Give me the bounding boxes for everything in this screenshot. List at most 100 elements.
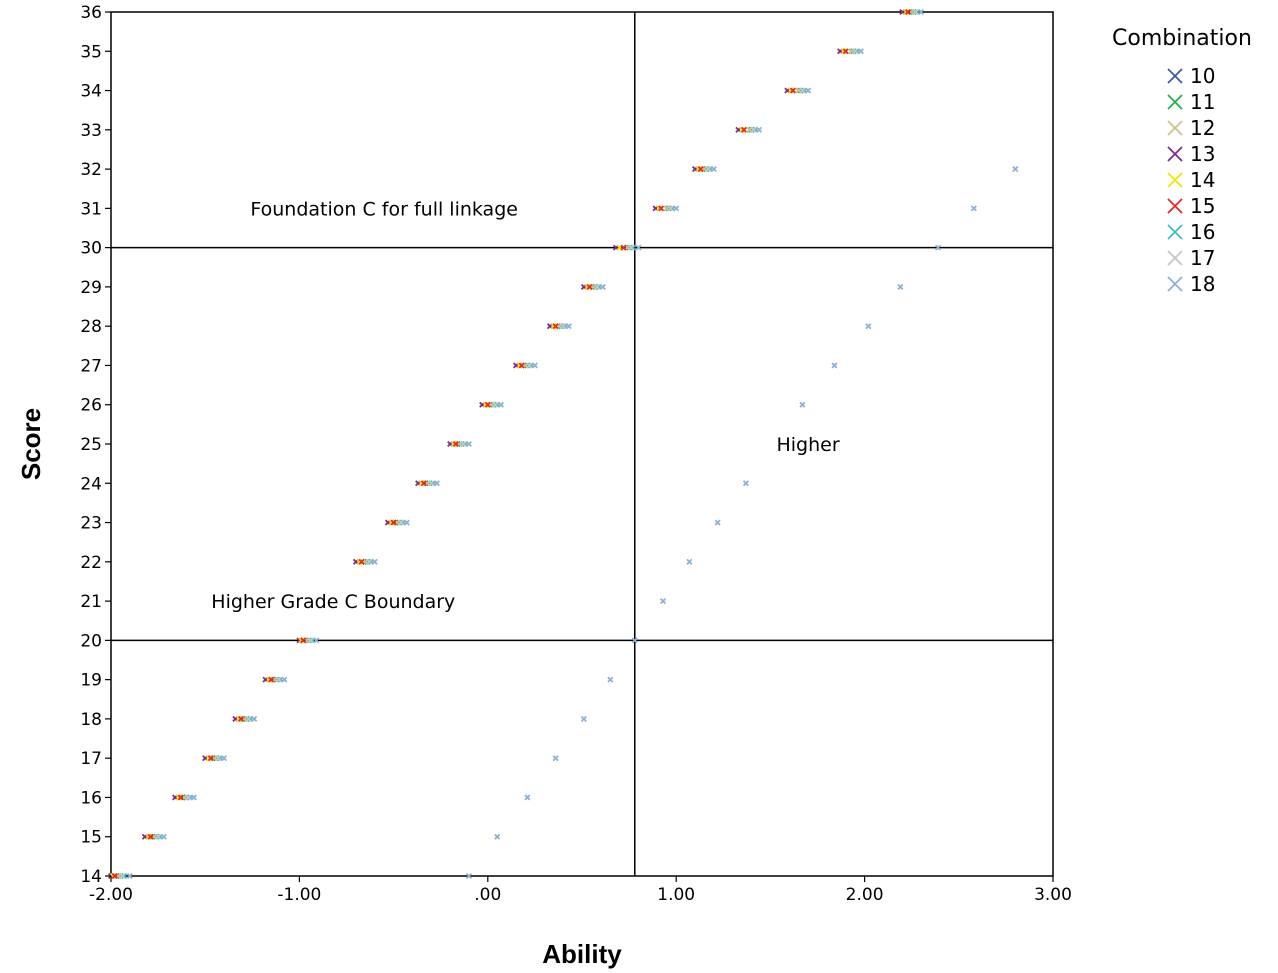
data-point-combination-15: [300, 637, 307, 644]
data-point-combination-14: [788, 87, 795, 94]
x-tick-label: -2.00: [89, 885, 133, 905]
y-axis: 14 15 16 17 18 19 20 21 22 23 24 25 26 27 28 29 30 31 32 33…: [80, 3, 111, 887]
data-point-combination-18: [831, 362, 838, 369]
data-point-combination-14: [236, 715, 243, 722]
data-point-combination-17: [215, 755, 222, 762]
legend-marker-16: [1167, 224, 1183, 240]
data-point-combination-18: [799, 401, 806, 408]
y-tick-label: 16: [80, 788, 102, 808]
legend-label-10: 10: [1190, 64, 1215, 88]
y-tick-label: 15: [80, 828, 102, 848]
annotation-label: Higher: [776, 434, 839, 456]
data-point-combination-18: [673, 205, 680, 212]
data-point-combination-18: [552, 755, 559, 762]
data-point-combination-18: [805, 87, 812, 94]
y-tick-label: 33: [80, 121, 102, 141]
data-point-combination-16: [121, 872, 128, 880]
data-point-combination-15: [452, 440, 459, 448]
data-point-combination-18: [659, 598, 667, 605]
legend-marker-13: [1167, 146, 1183, 162]
data-point-combination-18: [565, 323, 572, 330]
legend-label-12: 12: [1190, 116, 1215, 140]
data-point-combination-15: [740, 126, 748, 133]
data-point-combination-15: [904, 8, 911, 16]
legend-label-18: 18: [1190, 272, 1215, 296]
data-point-combination-16: [629, 244, 636, 251]
data-point-combination-17: [627, 244, 635, 251]
legend-label-11: 11: [1190, 90, 1215, 114]
data-point-combination-14: [175, 794, 182, 801]
y-tick-label: 29: [80, 278, 102, 298]
y-tick-label: 14: [80, 867, 102, 887]
data-point-combination-14: [482, 401, 489, 408]
data-point-combination-18: [403, 519, 410, 526]
y-tick-label: 34: [80, 82, 102, 102]
data-point-combination-14: [145, 833, 152, 840]
data-point-combination-18: [494, 833, 501, 840]
data-point-combination-15: [697, 166, 704, 173]
x-tick-label: 2.00: [846, 885, 884, 905]
data-point-combination-14: [356, 558, 363, 565]
y-tick-label: 17: [80, 749, 102, 769]
data-point-combination-17: [526, 362, 533, 369]
data-point-combination-14: [695, 166, 702, 173]
data-point-combination-17: [705, 166, 712, 173]
data-point-combination-14: [903, 8, 910, 16]
data-point-combination-14: [550, 323, 557, 330]
data-point-combination-15: [658, 205, 665, 212]
data-point-combination-17: [667, 205, 674, 212]
y-tick-label: 21: [80, 592, 102, 612]
y-tick-label: 25: [80, 435, 102, 455]
reference-lines: [111, 12, 1053, 876]
legend-marker-11: [1167, 94, 1183, 110]
data-point-combination-14: [516, 362, 523, 369]
data-point-combination-18: [580, 715, 587, 722]
x-axis-title: Ability: [542, 939, 622, 969]
data-point-combination-18: [918, 8, 925, 16]
legend-marker-17: [1167, 250, 1183, 266]
data-point-combination-18: [607, 676, 614, 683]
data-point-combination-18: [742, 480, 749, 487]
data-point-combination-17: [185, 794, 192, 801]
annotation-layer: Foundation C for full linkage Higher Grad…: [211, 198, 840, 613]
data-point-combination-14: [298, 637, 305, 644]
data-point-combination-17: [594, 283, 601, 290]
data-point-combination-17: [799, 87, 806, 94]
data-point-combination-15: [268, 676, 275, 683]
x-axis: -2.00 -1.00 .00 1.00 2.00 3.00: [89, 876, 1072, 905]
data-point-combination-18: [970, 205, 977, 212]
data-point-combination-14: [205, 755, 213, 762]
data-point-combination-15: [177, 794, 184, 801]
data-point-combination-18: [126, 872, 133, 880]
data-point-combination-15: [147, 833, 154, 840]
data-point-combination-14: [840, 48, 847, 55]
legend-marker-14: [1167, 172, 1183, 188]
y-tick-label: 18: [80, 710, 102, 730]
data-point-combination-14: [739, 126, 746, 133]
data-point-combination-18: [631, 637, 638, 644]
x-tick-label: 1.00: [657, 885, 695, 905]
data-point-combination-18: [251, 715, 258, 722]
y-tick-label: 26: [80, 396, 102, 416]
data-point-combination-18: [635, 244, 642, 251]
data-point-combination-17: [428, 480, 435, 487]
data-point-combination-18: [531, 362, 538, 369]
data-point-combination-17: [852, 48, 859, 55]
y-tick-label: 32: [80, 160, 102, 180]
data-point-combination-18: [160, 833, 167, 840]
legend-marker-15: [1167, 198, 1183, 214]
data-point-combination-15: [111, 872, 118, 880]
y-tick-label: 22: [80, 553, 102, 573]
data-point-combination-17: [912, 8, 919, 16]
data-point-combination-18: [313, 637, 320, 644]
legend-title: Combination: [1112, 26, 1252, 51]
y-tick-label: 35: [80, 42, 102, 62]
data-point-combination-18: [714, 519, 721, 526]
data-point-combination-18: [756, 126, 763, 133]
legend-label-13: 13: [1190, 142, 1215, 166]
data-point-combination-17: [366, 558, 373, 565]
y-tick-label: 28: [80, 317, 102, 337]
data-point-combination-18: [935, 244, 942, 251]
legend-marker-18: [1167, 276, 1183, 292]
data-point-combination-18: [497, 401, 505, 408]
